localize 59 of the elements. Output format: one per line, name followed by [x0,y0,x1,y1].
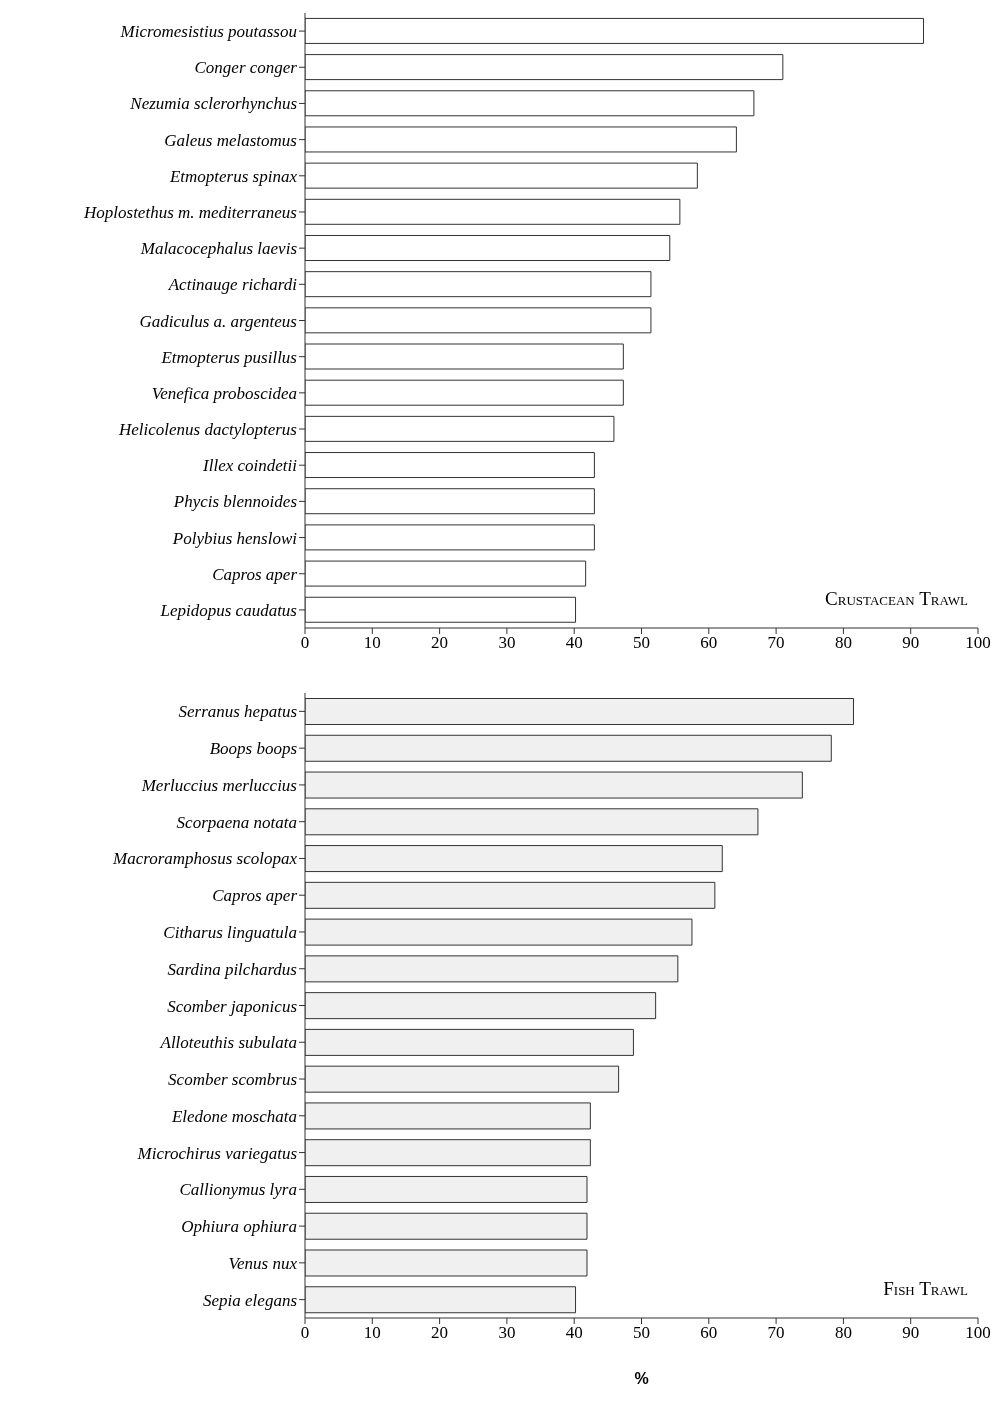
y-tick-label: Actinauge richardi [167,275,298,295]
y-tick-label: Venus nux [228,1253,298,1273]
y-tick-label: Malacocephalus laevis [139,239,298,259]
x-tick-label: 50 [633,1323,650,1343]
x-tick-label: 50 [633,633,650,653]
y-tick-label: Etmopterus spinax [168,166,298,186]
y-tick-label: Boops boops [209,739,298,759]
x-tick-label: 40 [565,1323,583,1343]
x-tick-label: 40 [565,633,583,653]
y-tick-label: Illex coindetii [202,456,298,476]
y-tick-label: Scorpaena notata [176,812,297,832]
x-tick-label: 30 [498,633,516,653]
y-tick-label: Capros aper [212,886,298,906]
x-tick-label: 10 [363,1323,381,1343]
y-tick-label: Etmopterus pusillus [160,347,298,367]
y-tick-label: Ophiura ophiura [181,1217,297,1237]
x-tick-label: 20 [431,1323,449,1343]
y-tick-label: Macroramphosus scolopax [112,849,298,869]
x-tick-label: 90 [902,1323,920,1343]
x-tick-label: 60 [700,633,718,653]
x-tick-label: 80 [834,1323,852,1343]
y-tick-label: Helicolenus dactylopterus [118,420,298,440]
y-tick-label: Scomber scombrus [168,1070,298,1090]
y-tick-label: Capros aper [212,564,298,584]
x-tick-label: 0 [300,1323,310,1343]
y-tick-label: Citharus linguatula [163,923,297,943]
y-tick-label: Micromesistius poutassou [119,22,297,42]
x-axis-title: % [634,1370,649,1387]
y-tick-label: Conger conger [194,58,298,78]
y-tick-label: Alloteuthis subulata [159,1033,297,1053]
y-tick-label: Serranus hepatus [178,702,298,722]
y-tick-label: Lepidopus caudatus [159,600,298,620]
x-tick-label: 90 [902,633,920,653]
y-tick-label: Polybius henslowi [171,528,298,548]
annotation: Fish Trawl [883,1278,968,1300]
y-tick-label: Callionymus lyra [179,1180,297,1200]
x-tick-label: 100 [965,633,991,653]
y-tick-label: Sepia elegans [203,1290,298,1310]
x-tick-label: 30 [498,1323,516,1343]
y-tick-label: Merluccius merluccius [140,775,298,795]
x-tick-label: 80 [834,633,852,653]
y-tick-label: Phycis blennoides [172,492,298,512]
y-tick-label: Venefica proboscidea [151,383,297,403]
y-tick-label: Gadiculus a. argenteus [139,311,298,331]
y-tick-label: Sardina pilchardus [167,959,298,979]
y-tick-label: Microchirus variegatus [136,1143,298,1163]
y-tick-label: Eledone moschata [170,1106,297,1126]
x-tick-label: 60 [700,1323,718,1343]
annotation: Crustacean Trawl [825,588,968,610]
y-tick-label: Hoplostethus m. mediterraneus [83,203,298,223]
x-tick-label: 20 [431,633,449,653]
x-tick-label: 70 [767,633,785,653]
x-tick-label: 70 [767,1323,785,1343]
y-tick-label: Galeus melastomus [164,130,298,150]
x-tick-label: 0 [300,633,310,653]
y-tick-label: Nezumia sclerorhynchus [129,94,298,114]
x-tick-label: 10 [363,633,381,653]
x-tick-label: 100 [965,1323,991,1343]
y-tick-label: Scomber japonicus [167,996,298,1016]
